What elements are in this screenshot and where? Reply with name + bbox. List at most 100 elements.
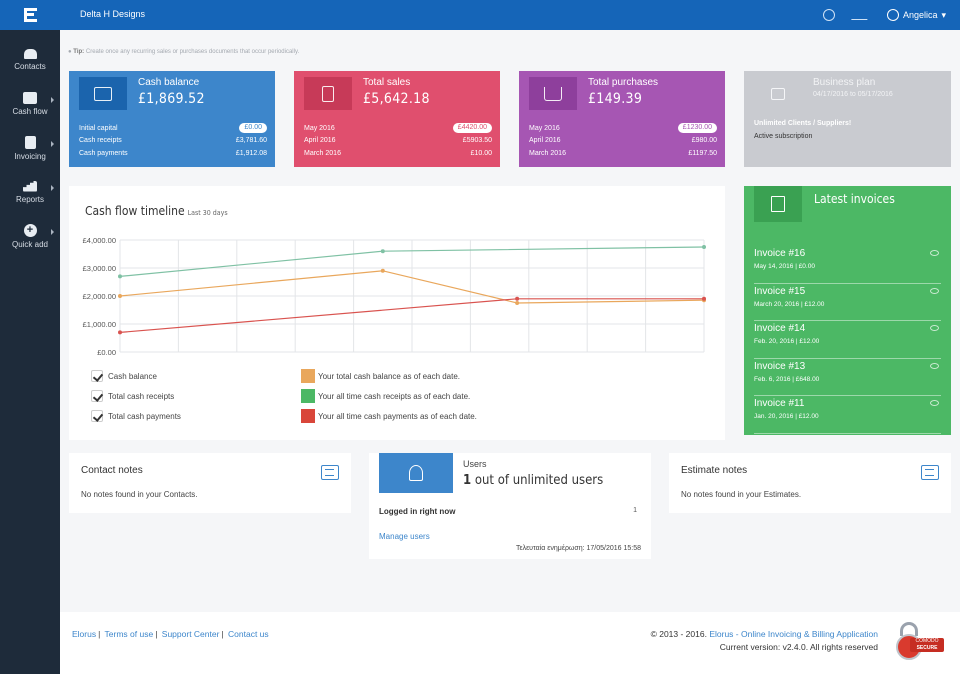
receipt-icon: [304, 77, 352, 110]
logged-in-count: 1: [633, 507, 637, 514]
invoice-item[interactable]: Invoice #14 Feb. 20, 2016 | £12.00: [754, 321, 941, 359]
app-link[interactable]: Elorus - Online Invoicing & Billing Appl…: [709, 629, 878, 639]
info-icon: ●: [68, 49, 72, 55]
latest-invoices-panel: Latest invoices Invoice #16 May 14, 2016 …: [744, 186, 951, 435]
comment-icon[interactable]: [921, 465, 939, 480]
caret-right-icon: [51, 229, 54, 235]
data-point: [515, 296, 520, 301]
legend-swatch: [301, 409, 315, 423]
card-row: Initial capital £0.00: [79, 122, 267, 135]
chart-title: Cash flow timeline Last 30 days: [85, 204, 228, 218]
panel-title: Latest invoices: [814, 192, 895, 206]
cash-balance-card[interactable]: Cash balance £1,869.52 Initial capital £0…: [69, 71, 275, 167]
last-updated: Τελευταία ενημέρωση: 17/05/2016 15:58: [515, 545, 641, 552]
card-row: Cash payments £1,912.08: [79, 149, 267, 157]
card-row: May 2016 £4420.00: [304, 122, 492, 135]
checkbox-icon[interactable]: [91, 390, 103, 402]
eye-icon[interactable]: [930, 362, 939, 369]
sidebar-item-contacts[interactable]: Contacts: [0, 38, 60, 82]
card-value: £1,869.52: [138, 91, 205, 107]
legend-toggle-cash-receipts[interactable]: Total cash receipts: [91, 389, 174, 403]
users-count: 1 out of unlimited users: [463, 473, 604, 488]
legend-item: Your total cash balance as of each date.: [301, 369, 460, 383]
checkbox-icon[interactable]: [91, 370, 103, 382]
user-icon: [886, 9, 899, 21]
app-logo[interactable]: [0, 0, 60, 30]
eye-icon[interactable]: [930, 287, 939, 294]
sidebar-item-cash-flow[interactable]: Cash flow: [0, 82, 60, 126]
manage-users-link[interactable]: Manage users: [379, 532, 430, 541]
footer-link-elorus[interactable]: Elorus: [72, 629, 97, 639]
footer-link-contact[interactable]: Contact us: [228, 629, 269, 639]
footer-link-support[interactable]: Support Center: [161, 629, 220, 639]
total-purchases-card[interactable]: Total purchases £149.39 May 2016 £1230.00…: [519, 71, 725, 167]
eye-icon[interactable]: [930, 250, 939, 256]
legend-toggle-cash-balance[interactable]: Cash balance: [91, 369, 157, 383]
plus-icon: +: [23, 223, 37, 237]
card-row: April 2016 £980.00: [529, 137, 717, 145]
invoice-item[interactable]: Invoice #15 March 20, 2016 | £12.00: [754, 284, 941, 321]
logged-in-label: Logged in right now: [379, 507, 456, 516]
sidebar-item-label: Contacts: [14, 62, 46, 71]
y-tick-label: £3,000.00: [83, 264, 116, 273]
flag-icon: [754, 77, 802, 110]
card-value: £5,642.18: [363, 91, 430, 107]
sidebar-item-reports[interactable]: Reports: [0, 170, 60, 214]
card-row: March 2016 £10.00: [304, 149, 492, 157]
sidebar-item-label: Invoicing: [14, 151, 46, 161]
data-point: [702, 296, 706, 301]
data-point: [118, 294, 122, 298]
card-value: £149.39: [588, 91, 643, 107]
series-line: [119, 270, 705, 304]
data-point: [380, 249, 385, 254]
checkbox-icon[interactable]: [91, 410, 103, 422]
card-title: Total purchases: [588, 77, 659, 88]
panel-title: Estimate notes: [681, 465, 748, 476]
data-point: [118, 330, 122, 335]
caret-right-icon: [51, 97, 54, 103]
comodo-secure-seal[interactable]: COMODO SECURE: [896, 622, 944, 660]
invoice-item[interactable]: Invoice #11 Jan. 20, 2016 | £12.00: [754, 396, 941, 434]
users-label: Users: [463, 459, 487, 469]
user-name: Angelica: [902, 10, 938, 20]
lock-icon: [900, 622, 918, 636]
legend-swatch: [301, 369, 315, 383]
y-tick-label: £2,000.00: [83, 292, 116, 301]
business-plan-card[interactable]: Business plan 04/17/2016 to 05/17/2016 U…: [744, 71, 951, 167]
y-tick-label: £0.00: [97, 348, 116, 357]
sidebar-item-invoicing[interactable]: Invoicing: [0, 126, 60, 170]
cash-flow-chart-panel: Cash flow timeline Last 30 days £0.00 £1,0…: [69, 186, 725, 440]
estimate-notes-panel: Estimate notes No notes found in your Es…: [669, 453, 951, 513]
sidebar-item-label: Quick add: [11, 239, 49, 249]
comment-icon[interactable]: [321, 465, 339, 480]
signature-icon[interactable]: [851, 10, 871, 20]
plan-dates: 04/17/2016 to 05/17/2016: [813, 91, 893, 98]
total-sales-card[interactable]: Total sales £5,642.18 May 2016 £4420.00 A…: [294, 71, 500, 167]
top-bar: Delta H Designs Angelica ▾: [0, 0, 960, 30]
empty-message: No notes found in your Contacts.: [81, 490, 198, 499]
plan-name: Unlimited Clients / Suppliers!: [754, 120, 852, 127]
sidebar: Contacts Cash flow Invoicing Reports + Q…: [0, 30, 60, 674]
footer-link-terms[interactable]: Terms of use: [104, 629, 154, 639]
eye-icon[interactable]: [930, 325, 939, 331]
card-title: Cash balance: [138, 77, 200, 88]
chart-subtitle: Last 30 days: [187, 209, 228, 217]
card-row: April 2016 £5903.50: [304, 137, 492, 145]
invoice-item[interactable]: Invoice #16 May 14, 2016 | £0.00: [754, 246, 941, 284]
notification-icon[interactable]: [822, 9, 835, 21]
users-panel: Users 1 out of unlimited users Logged in…: [369, 453, 651, 559]
document-icon: [754, 186, 802, 222]
contact-notes-panel: Contact notes No notes found in your Con…: [69, 453, 351, 513]
sidebar-item-label: Cash flow: [12, 107, 48, 116]
user-menu[interactable]: Angelica ▾: [886, 9, 946, 21]
sidebar-item-quick-add[interactable]: + Quick add: [0, 214, 60, 258]
invoice-item[interactable]: Invoice #13 Feb. 6, 2016 | £648.00: [754, 359, 941, 396]
footer: Elorus | Terms of use | Support Center | Co…: [60, 612, 960, 674]
copyright: © 2013 - 2016.: [650, 629, 707, 639]
legend-toggle-cash-payments[interactable]: Total cash payments: [91, 409, 181, 423]
contacts-icon: [23, 49, 37, 59]
cash-flow-icon: [23, 92, 37, 104]
eye-icon[interactable]: [930, 400, 939, 406]
y-tick-label: £1,000.00: [83, 320, 116, 329]
company-name[interactable]: Delta H Designs: [80, 9, 146, 19]
